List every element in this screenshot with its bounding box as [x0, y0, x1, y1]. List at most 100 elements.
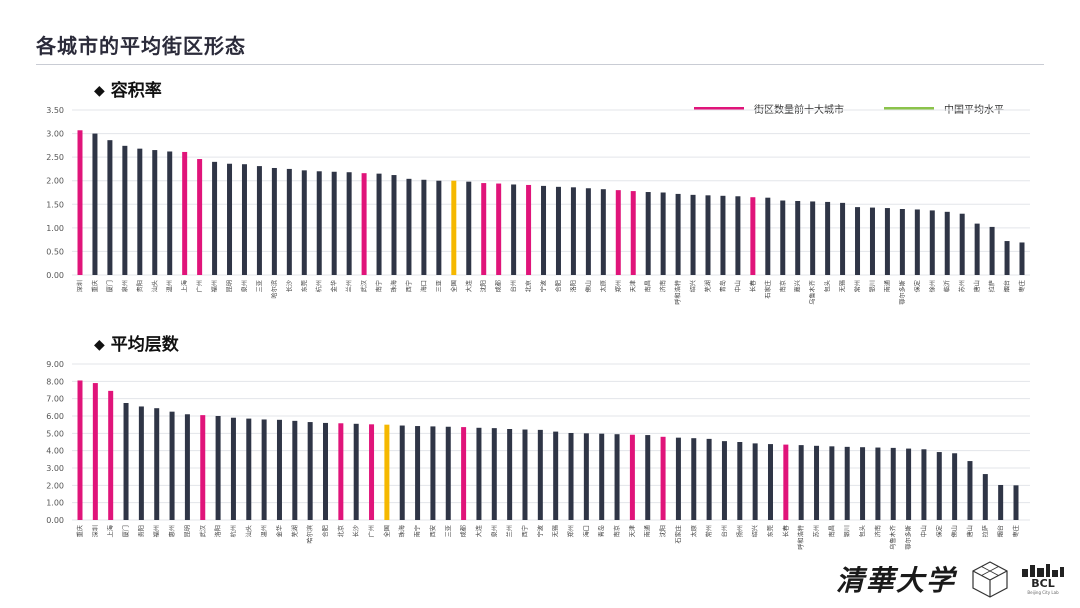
bar-default	[184, 414, 190, 520]
bar-top10	[197, 159, 203, 275]
y-tick-label: 1.00	[46, 224, 64, 233]
x-tick-label: 中山	[920, 525, 928, 537]
x-tick-label: 东莞	[300, 280, 308, 292]
x-tick-label: 海口	[420, 280, 428, 292]
bar-default	[346, 172, 352, 275]
x-tick-label: 三亚	[445, 525, 452, 537]
x-tick-label: 广州	[368, 525, 376, 537]
x-tick-label: 全国	[450, 280, 458, 292]
x-tick-label: 乌鲁木齐	[809, 280, 817, 305]
x-tick-label: 福州	[211, 280, 219, 292]
y-tick-label: 0.00	[46, 271, 64, 280]
legend-top10-swatch	[694, 107, 744, 110]
x-tick-label: 深圳	[91, 525, 99, 537]
x-tick-label: 徐州	[928, 280, 936, 292]
x-tick-label: 中山	[734, 280, 742, 292]
bar-default	[553, 431, 559, 520]
bar-default	[1013, 485, 1019, 520]
x-tick-label: 济南	[659, 280, 667, 292]
y-tick-label: 2.00	[46, 177, 64, 186]
bar-default	[899, 209, 905, 275]
x-tick-label: 唐山	[966, 525, 974, 537]
bar-default	[399, 425, 405, 520]
bar-national	[451, 180, 457, 275]
bar-default	[936, 452, 942, 520]
bar-default	[884, 208, 890, 275]
x-tick-label: 广州	[196, 280, 204, 292]
bar-default	[914, 209, 920, 275]
section-title-far: ◆ 容积率	[94, 76, 162, 101]
x-tick-label: 汕头	[151, 280, 159, 292]
bcl-brand-sub: Beijing City Lab	[1027, 590, 1059, 595]
bar-default	[795, 200, 801, 275]
x-tick-label: 呼和浩特	[674, 280, 682, 305]
bar-top10	[182, 151, 188, 275]
x-tick-label: 成都	[460, 525, 468, 537]
bar-top10	[783, 444, 789, 520]
bcl-brand: BCL	[1031, 577, 1055, 590]
bar-top10	[369, 424, 375, 520]
cube-logo-icon	[972, 561, 1008, 598]
bar-default	[323, 422, 329, 520]
x-tick-label: 南昌	[644, 280, 652, 292]
x-tick-label: 鄂尔多斯	[905, 525, 913, 550]
bar-default	[167, 151, 173, 275]
bar-default	[944, 211, 950, 275]
x-tick-label: 苏州	[958, 280, 966, 292]
x-tick-label: 北京	[525, 280, 533, 292]
x-tick-label: 佛山	[584, 280, 592, 292]
x-tick-label: 常州	[854, 280, 862, 292]
bar-default	[406, 178, 412, 275]
y-tick-label: 7.00	[46, 395, 64, 404]
bar-top10	[750, 197, 756, 275]
x-tick-label: 金华	[330, 280, 338, 292]
x-tick-label: 西宁	[405, 280, 413, 292]
bar-default	[391, 175, 397, 275]
x-tick-label: 长春	[782, 525, 790, 537]
bar-top10	[92, 383, 98, 520]
x-tick-label: 保定	[935, 525, 943, 537]
bar-default	[840, 202, 846, 275]
x-tick-label: 泉州	[240, 280, 248, 292]
bar-default	[989, 226, 995, 275]
y-tick-label: 6.00	[46, 412, 64, 421]
x-tick-label: 全国	[383, 525, 391, 537]
bar-default	[660, 192, 666, 275]
x-tick-label: 北京	[337, 525, 345, 537]
x-tick-label: 南宁	[414, 525, 422, 537]
bar-default	[541, 185, 547, 275]
bar-default	[1004, 241, 1010, 275]
x-tick-label: 包头	[824, 280, 832, 292]
bar-default	[967, 461, 973, 520]
bcl-logo: BCL Beijing City Lab	[1020, 563, 1066, 595]
bar-default	[555, 186, 561, 275]
y-tick-label: 3.00	[46, 130, 64, 139]
y-tick-label: 8.00	[46, 377, 64, 386]
x-tick-label: 台州	[510, 280, 518, 292]
bar-default	[92, 133, 98, 275]
bar-default	[690, 194, 696, 275]
bar-top10	[629, 434, 635, 520]
bar-default	[645, 435, 651, 520]
x-tick-label: 温州	[166, 280, 174, 292]
x-tick-label: 台州	[720, 525, 728, 537]
x-tick-label: 哈尔滨	[306, 525, 314, 544]
bar-default	[466, 181, 472, 275]
bar-default	[230, 417, 236, 520]
bar-default	[286, 168, 292, 275]
x-tick-label: 银川	[843, 525, 851, 537]
bar-default	[600, 189, 606, 275]
bar-default	[246, 418, 252, 520]
bar-top10	[108, 390, 114, 520]
bar-top10	[77, 380, 83, 520]
bar-default	[829, 446, 835, 520]
x-tick-label: 厦门	[122, 525, 130, 537]
x-tick-label: 福州	[153, 525, 161, 537]
x-tick-label: 呼和浩特	[797, 525, 805, 550]
y-tick-label: 9.00	[46, 360, 64, 369]
x-tick-label: 无锡	[839, 280, 847, 292]
bar-default	[599, 433, 605, 520]
legend-national-swatch	[884, 107, 934, 110]
x-tick-label: 兰州	[345, 280, 353, 292]
x-tick-label: 太原	[690, 525, 698, 537]
